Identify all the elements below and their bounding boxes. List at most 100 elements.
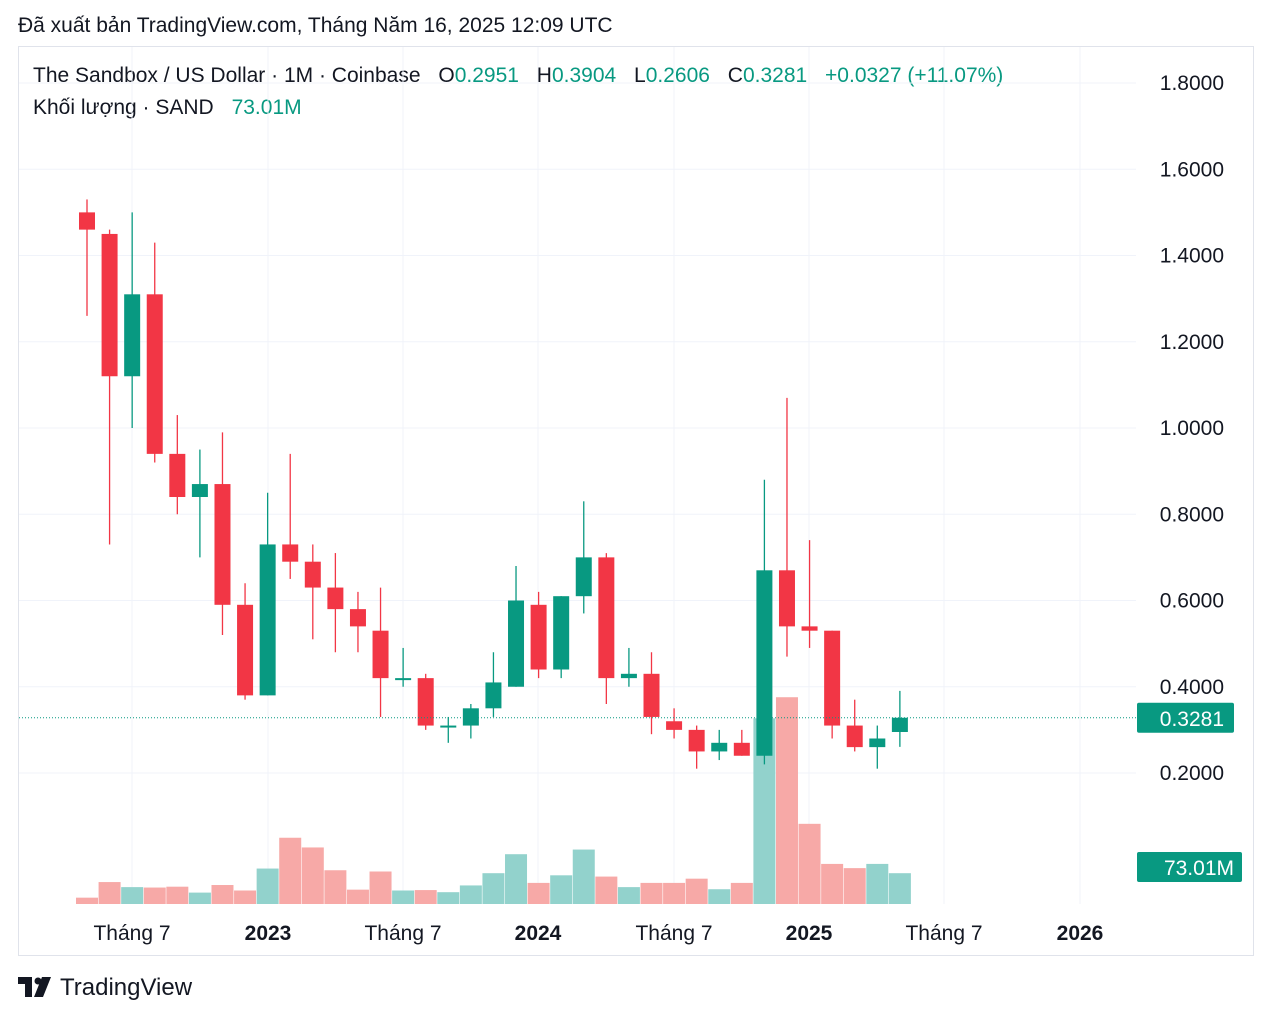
candle-body[interactable] [214, 484, 231, 605]
tradingview-logo[interactable]: TradingView [18, 974, 192, 1002]
volume-bar [414, 890, 437, 904]
y-tick-label: 1.4000 [1160, 245, 1224, 268]
volume-bar [346, 889, 369, 904]
close-value: 0.3281 [742, 64, 808, 87]
volume-bar [143, 887, 166, 904]
candle-body[interactable] [124, 294, 141, 377]
candle-body[interactable] [643, 673, 660, 717]
volume-bar [369, 871, 392, 904]
candle-body[interactable] [146, 294, 163, 454]
volume-bar [730, 882, 753, 904]
y-tick-label: 0.8000 [1160, 503, 1224, 526]
published-info: Đã xuất bản TradingView.com, Tháng Năm 1… [18, 14, 613, 37]
volume-bar [617, 887, 640, 904]
candle-body[interactable] [846, 725, 863, 748]
volume-bar [753, 718, 776, 904]
candle-body[interactable] [440, 725, 457, 728]
volume-bar [527, 882, 550, 904]
volume-legend: Khối lượng · SAND 73.01M [33, 96, 302, 120]
candle-body[interactable] [575, 557, 592, 597]
candle-body[interactable] [191, 484, 208, 497]
candle-body[interactable] [304, 561, 321, 588]
volume-bar [188, 892, 211, 904]
volume-bar [76, 897, 98, 904]
volume-badge: 73.01M [1164, 857, 1234, 880]
candle-body[interactable] [327, 587, 344, 610]
candle-body[interactable] [598, 557, 615, 679]
candle-body[interactable] [395, 678, 412, 681]
chart-frame[interactable] [18, 46, 1254, 956]
volume-bar [98, 882, 121, 904]
candle-body[interactable] [688, 729, 705, 752]
y-tick-label: 1.6000 [1160, 158, 1224, 181]
x-tick-label: Tháng 7 [635, 922, 712, 945]
footer-brand: TradingView [60, 974, 193, 1001]
candle-body[interactable] [79, 212, 95, 230]
y-tick-label: 0.4000 [1160, 676, 1224, 699]
candle-body[interactable] [282, 544, 299, 562]
candle-body[interactable] [869, 738, 886, 748]
candle-body[interactable] [733, 742, 750, 756]
volume-bar [459, 885, 482, 904]
candle-body[interactable] [508, 600, 525, 687]
y-tick-label: 1.8000 [1160, 72, 1224, 95]
candle-body[interactable] [530, 604, 547, 670]
candle-body[interactable] [553, 596, 570, 670]
candle-body[interactable] [259, 544, 276, 696]
volume-bar [685, 878, 708, 904]
candle-body[interactable] [620, 673, 637, 679]
high-value: 0.3904 [551, 64, 617, 87]
volume-bar [301, 847, 324, 904]
x-tick-label: Tháng 7 [905, 922, 982, 945]
candle-body[interactable] [485, 682, 502, 709]
volume-bar [798, 823, 821, 904]
candle-body[interactable] [711, 742, 728, 752]
y-tick-label: 1.0000 [1160, 417, 1224, 440]
x-tick-label: 2023 [245, 922, 292, 945]
symbol-name[interactable]: The Sandbox / US Dollar · 1M · Coinbase [33, 64, 421, 87]
volume-bar [843, 868, 866, 904]
candle-body[interactable] [349, 609, 366, 627]
volume-bar [279, 837, 302, 904]
candle-body[interactable] [756, 570, 773, 756]
candle-body[interactable] [778, 570, 795, 627]
x-tick-label: 2024 [515, 922, 562, 945]
x-tick-label: 2025 [786, 922, 833, 945]
open-value: 0.2951 [454, 64, 519, 87]
volume-bar [211, 885, 234, 904]
volume-bar [595, 876, 618, 904]
y-tick-label: 1.2000 [1160, 331, 1224, 354]
high-label: H [536, 64, 552, 87]
volume-bar [505, 854, 528, 904]
open-label: O [438, 64, 455, 87]
change-value: +0.0327 (+11.07%) [825, 64, 1004, 87]
volume-bar [775, 697, 798, 904]
volume-label[interactable]: Khối lượng · SAND [33, 96, 214, 119]
symbol-legend: The Sandbox / US Dollar · 1M · Coinbase … [33, 64, 1003, 88]
volume-value: 73.01M [231, 96, 302, 119]
candle-body[interactable] [417, 678, 434, 726]
x-tick-label: 2026 [1057, 922, 1104, 945]
candle-body[interactable] [666, 721, 683, 730]
volume-bar [821, 863, 844, 904]
candle-body[interactable] [462, 708, 479, 726]
close-label: C [727, 64, 743, 87]
x-tick-label: Tháng 7 [364, 922, 441, 945]
y-tick-label: 0.6000 [1160, 590, 1224, 613]
candle-body[interactable] [101, 233, 118, 377]
volume-bar [166, 886, 189, 904]
candle-body[interactable] [824, 630, 841, 726]
volume-bar [550, 875, 573, 904]
candle-body[interactable] [372, 630, 389, 679]
volume-bar [121, 887, 144, 904]
price-badge: 0.3281 [1160, 708, 1224, 731]
candle-body[interactable] [891, 717, 908, 732]
volume-bar [392, 890, 415, 904]
candle-body[interactable] [169, 453, 186, 497]
candle-body[interactable] [237, 604, 254, 696]
volume-bar [708, 889, 731, 904]
volume-bar [437, 892, 460, 904]
x-tick-label: Tháng 7 [93, 922, 170, 945]
candle-body[interactable] [801, 626, 818, 631]
